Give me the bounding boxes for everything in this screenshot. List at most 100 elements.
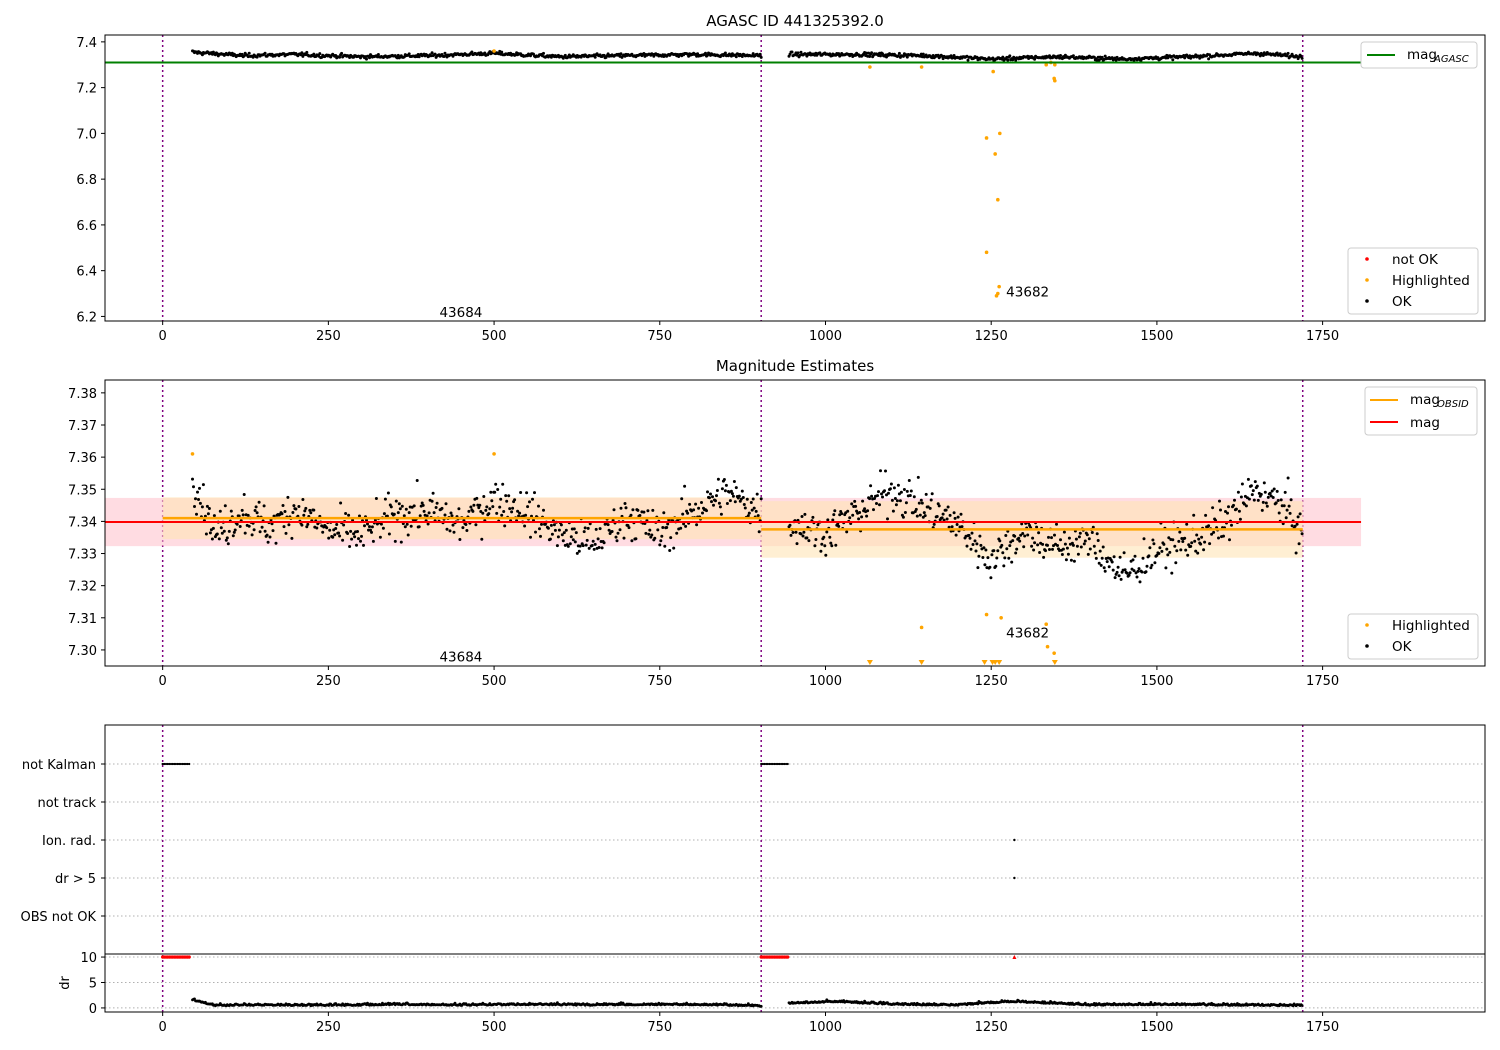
ok-point (1071, 543, 1075, 547)
flag-marker (168, 762, 171, 766)
ok-point (348, 545, 352, 548)
ok-point (751, 497, 755, 501)
ok-point (485, 505, 489, 509)
ok-point (904, 501, 908, 505)
ok-point (1136, 569, 1140, 573)
ok-point (968, 536, 972, 540)
ok-point (1051, 547, 1054, 551)
ok-point (1003, 556, 1007, 560)
ok-point (200, 505, 204, 509)
ok-point (217, 537, 221, 541)
ok-point (357, 537, 360, 541)
ok-point (542, 51, 545, 55)
ok-point (697, 506, 701, 510)
ok-point (339, 501, 343, 505)
ok-point (982, 546, 986, 550)
ok-point (1300, 56, 1304, 60)
obsid-label: 43684 (439, 305, 482, 321)
ok-point (945, 517, 949, 521)
ok-point (1067, 536, 1071, 540)
highlighted-point (1044, 62, 1049, 67)
ok-point (648, 528, 652, 532)
ok-point (695, 523, 699, 527)
ok-point (965, 544, 969, 548)
ok-point (1238, 517, 1242, 521)
ok-point (891, 509, 895, 513)
ok-point (716, 477, 720, 481)
ok-point (1171, 538, 1175, 542)
highlighted-point (991, 69, 995, 74)
x-tick-label: 1500 (1140, 329, 1173, 344)
x-tick-label: 1750 (1306, 329, 1339, 344)
ok-point (260, 525, 264, 529)
ok-point (412, 504, 416, 508)
ok-point (1164, 566, 1168, 570)
ok-point (1244, 504, 1248, 508)
flag-marker (1013, 838, 1016, 842)
ok-point (675, 531, 679, 535)
ok-point (1005, 547, 1009, 551)
ok-point (1093, 551, 1097, 555)
ok-point (1032, 548, 1036, 552)
ok-point (602, 53, 606, 57)
ok-point (715, 494, 718, 498)
ok-point (508, 507, 512, 511)
ok-point (584, 543, 588, 547)
x-tick-label: 500 (482, 329, 507, 344)
ok-point (869, 484, 873, 488)
ok-point (642, 510, 646, 514)
ok-point (1105, 560, 1109, 564)
ok-point (1008, 544, 1012, 548)
ok-point (1222, 534, 1225, 538)
flag-marker (166, 762, 169, 766)
y-tick-label: 7.2 (76, 82, 97, 97)
ok-point (1275, 489, 1279, 493)
ok-point (315, 526, 319, 530)
ok-point (833, 509, 837, 513)
ok-point (1044, 549, 1047, 553)
flag-marker (169, 762, 173, 766)
ok-point (1117, 574, 1121, 578)
ok-point (281, 504, 285, 507)
ok-point (953, 516, 957, 520)
ok-point (840, 512, 844, 516)
plot-frame (104, 34, 1486, 322)
ok-point (257, 500, 261, 504)
ok-point (300, 523, 304, 527)
ok-point (1236, 490, 1240, 494)
ok-point (1192, 513, 1196, 517)
ok-point (875, 502, 878, 505)
ok-point (212, 514, 216, 518)
ok-point (1256, 498, 1260, 502)
ok-point (363, 524, 366, 528)
ok-point (919, 498, 923, 502)
ok-point (929, 498, 933, 502)
ok-point (616, 531, 620, 535)
ok-point (469, 505, 473, 509)
ok-point (802, 530, 806, 534)
ok-point (418, 514, 422, 518)
ok-point (518, 511, 522, 515)
ok-point (1075, 544, 1079, 548)
ok-point (801, 534, 805, 538)
ok-point (928, 506, 932, 510)
ok-point (1262, 481, 1266, 485)
ok-point (1255, 484, 1259, 488)
ok-point (360, 534, 363, 538)
flag-marker (781, 762, 784, 766)
ok-point (903, 511, 907, 514)
ok-point (1031, 536, 1035, 540)
ok-point (853, 499, 857, 503)
ok-point (359, 539, 362, 543)
ok-point (242, 493, 246, 496)
ok-point (921, 52, 925, 56)
x-tick-label: 1750 (1306, 1020, 1339, 1035)
ok-point (1150, 563, 1154, 567)
ok-point (1118, 555, 1122, 559)
ok-point (470, 50, 474, 54)
ok-point (268, 535, 272, 539)
ok-point (952, 511, 956, 515)
ok-point (940, 516, 944, 520)
ok-point (286, 495, 290, 499)
y-tick-label: 7.34 (68, 515, 97, 530)
